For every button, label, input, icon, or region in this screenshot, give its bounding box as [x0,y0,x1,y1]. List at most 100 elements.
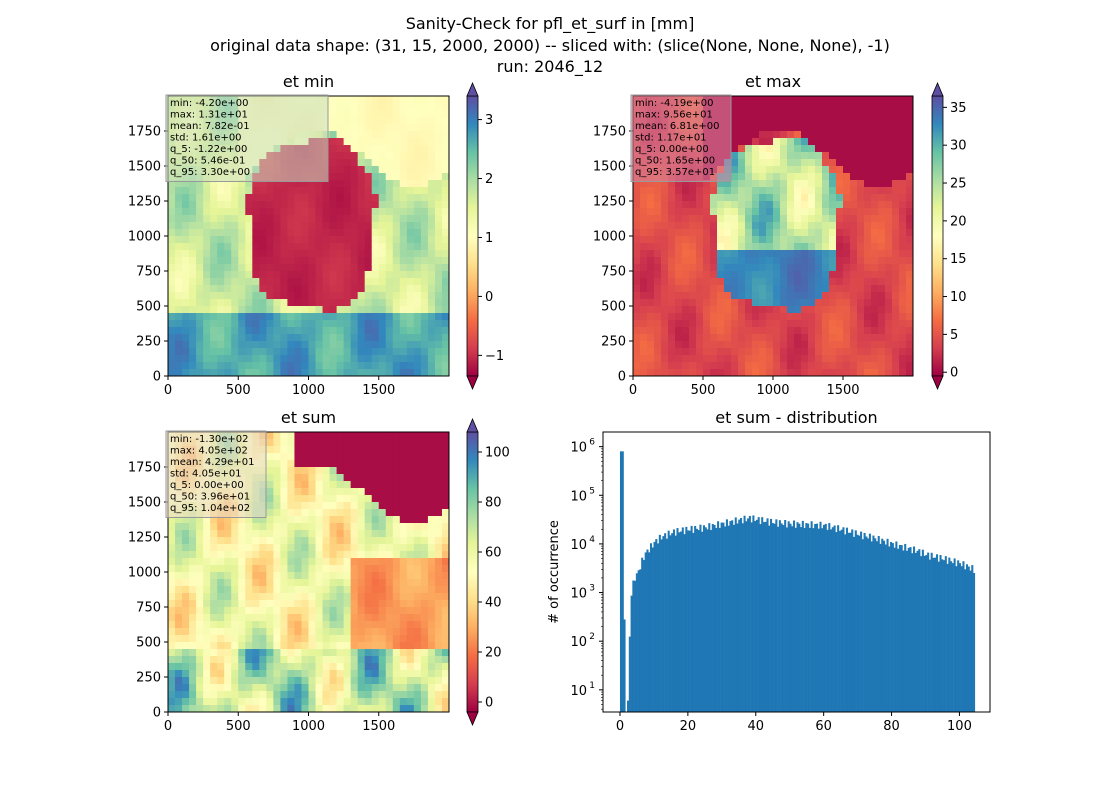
histogram-bar [699,524,702,712]
histogram-bar [891,543,894,712]
histogram-bar [683,534,686,712]
histogram-bar [761,517,764,712]
colorbar-tick-label: 40 [485,596,502,611]
colorbar-extend-min [931,375,944,391]
histogram-bar [630,595,633,712]
histogram-bar [930,552,933,712]
colorbar-extend-max [931,81,944,97]
histogram-bar [741,523,744,712]
histogram-bar [934,557,937,712]
colorbar-tick-label: 35 [950,101,967,116]
histogram-bar [817,528,820,712]
colorbar-tick-label: 30 [950,139,967,154]
y-tick-label: 250 [136,671,161,686]
histogram-bar [665,538,668,712]
y-tick-label: 0 [153,706,161,721]
panel-title: et sum [281,408,336,427]
histogram-bar [688,530,691,712]
histogram-bar [794,527,797,712]
stats-line: q_50: 1.65e+00 [635,156,715,167]
histogram-bar [702,525,706,712]
histogram-bar [771,523,774,712]
histogram-bar [759,524,762,712]
histogram-bar [918,549,921,712]
histogram-bar [773,523,776,712]
histogram-bar [800,527,803,712]
stats-line: mean: 6.81e+00 [635,121,719,132]
histogram-bar [914,552,917,712]
histogram-bar [856,534,859,712]
histogram-bar [948,557,951,712]
histogram-bar [868,533,871,712]
y-tick-label: 500 [601,300,626,315]
stats-line: min: -4.20e+00 [170,98,249,109]
histogram-bar [920,556,923,712]
x-tick-label: 0 [164,383,172,398]
stats-line: mean: 4.29e+01 [170,457,254,468]
histogram-bar [840,529,843,712]
histogram-bar [770,518,773,712]
histogram-bar [957,560,960,712]
y-tick-label: 1250 [128,195,161,210]
colorbar-tick-label: 1 [485,231,493,246]
histogram-bar [619,451,623,712]
histogram-bar [623,619,626,712]
histogram-bar [890,541,893,712]
histogram-bar [660,539,663,712]
histogram-bar [875,541,879,712]
histogram-bar [958,563,961,712]
panel-title: et sum - distribution [715,408,877,427]
y-tick-label: 750 [136,601,161,616]
colorbar-tick-label: 100 [485,446,510,461]
histogram-bar [724,526,727,712]
histogram-bar [969,570,972,712]
stats-line: max: 9.56e+01 [635,110,713,121]
histogram-bar [819,521,822,712]
histogram-bar [973,572,976,712]
histogram-bar [717,521,720,712]
histogram-bar [671,533,674,712]
colorbar: 0 20 40 60 80 100 [466,417,510,727]
y-tick-label: 1750 [128,461,161,476]
axes-frame [602,431,991,713]
histogram-bar [713,524,716,712]
x-tick-label: 500 [226,719,251,734]
histogram-bar [905,550,909,712]
colorbar-tick-label: 60 [485,546,502,561]
histogram-bar [944,556,947,712]
x-tick-label: 20 [680,719,697,734]
histogram-bar [628,636,631,712]
histogram-bar [971,565,974,712]
histogram-bar [648,552,651,712]
histogram-bar [960,566,963,712]
x-tick-label: 500 [691,383,716,398]
x-tick-label: 80 [883,719,900,734]
heatmap-image [168,96,449,376]
histogram-bar [681,527,684,712]
colorbar-tick-label: 15 [950,252,967,267]
histogram-bar [745,521,748,712]
y-tick-label: 250 [601,335,626,350]
histogram-bar [701,531,704,712]
y-tick-label: 1000 [593,230,626,245]
histogram-bar [748,515,751,712]
histogram-bar [860,531,863,712]
histogram-bar [808,527,811,712]
histogram-bar [870,541,873,712]
histogram-bar [750,522,753,712]
y-tick-label: 10 [570,635,587,650]
histogram-bar [815,523,818,712]
stats-line: q_5: -1.22e+00 [170,144,247,155]
histogram-bar [634,580,637,712]
histogram-bar [676,528,679,712]
histogram-bar [851,529,854,712]
histogram-bar [937,561,940,712]
x-tick-label: 60 [815,719,832,734]
histogram-bar [897,548,900,712]
heatmap-panel-1: et min 0 500 1000 1500 0 250 500 750 1000 1250 1500… [128,72,504,398]
histogram-bar [715,527,718,712]
histogram-bar [861,539,864,712]
y-tick-label: 1000 [128,230,161,245]
